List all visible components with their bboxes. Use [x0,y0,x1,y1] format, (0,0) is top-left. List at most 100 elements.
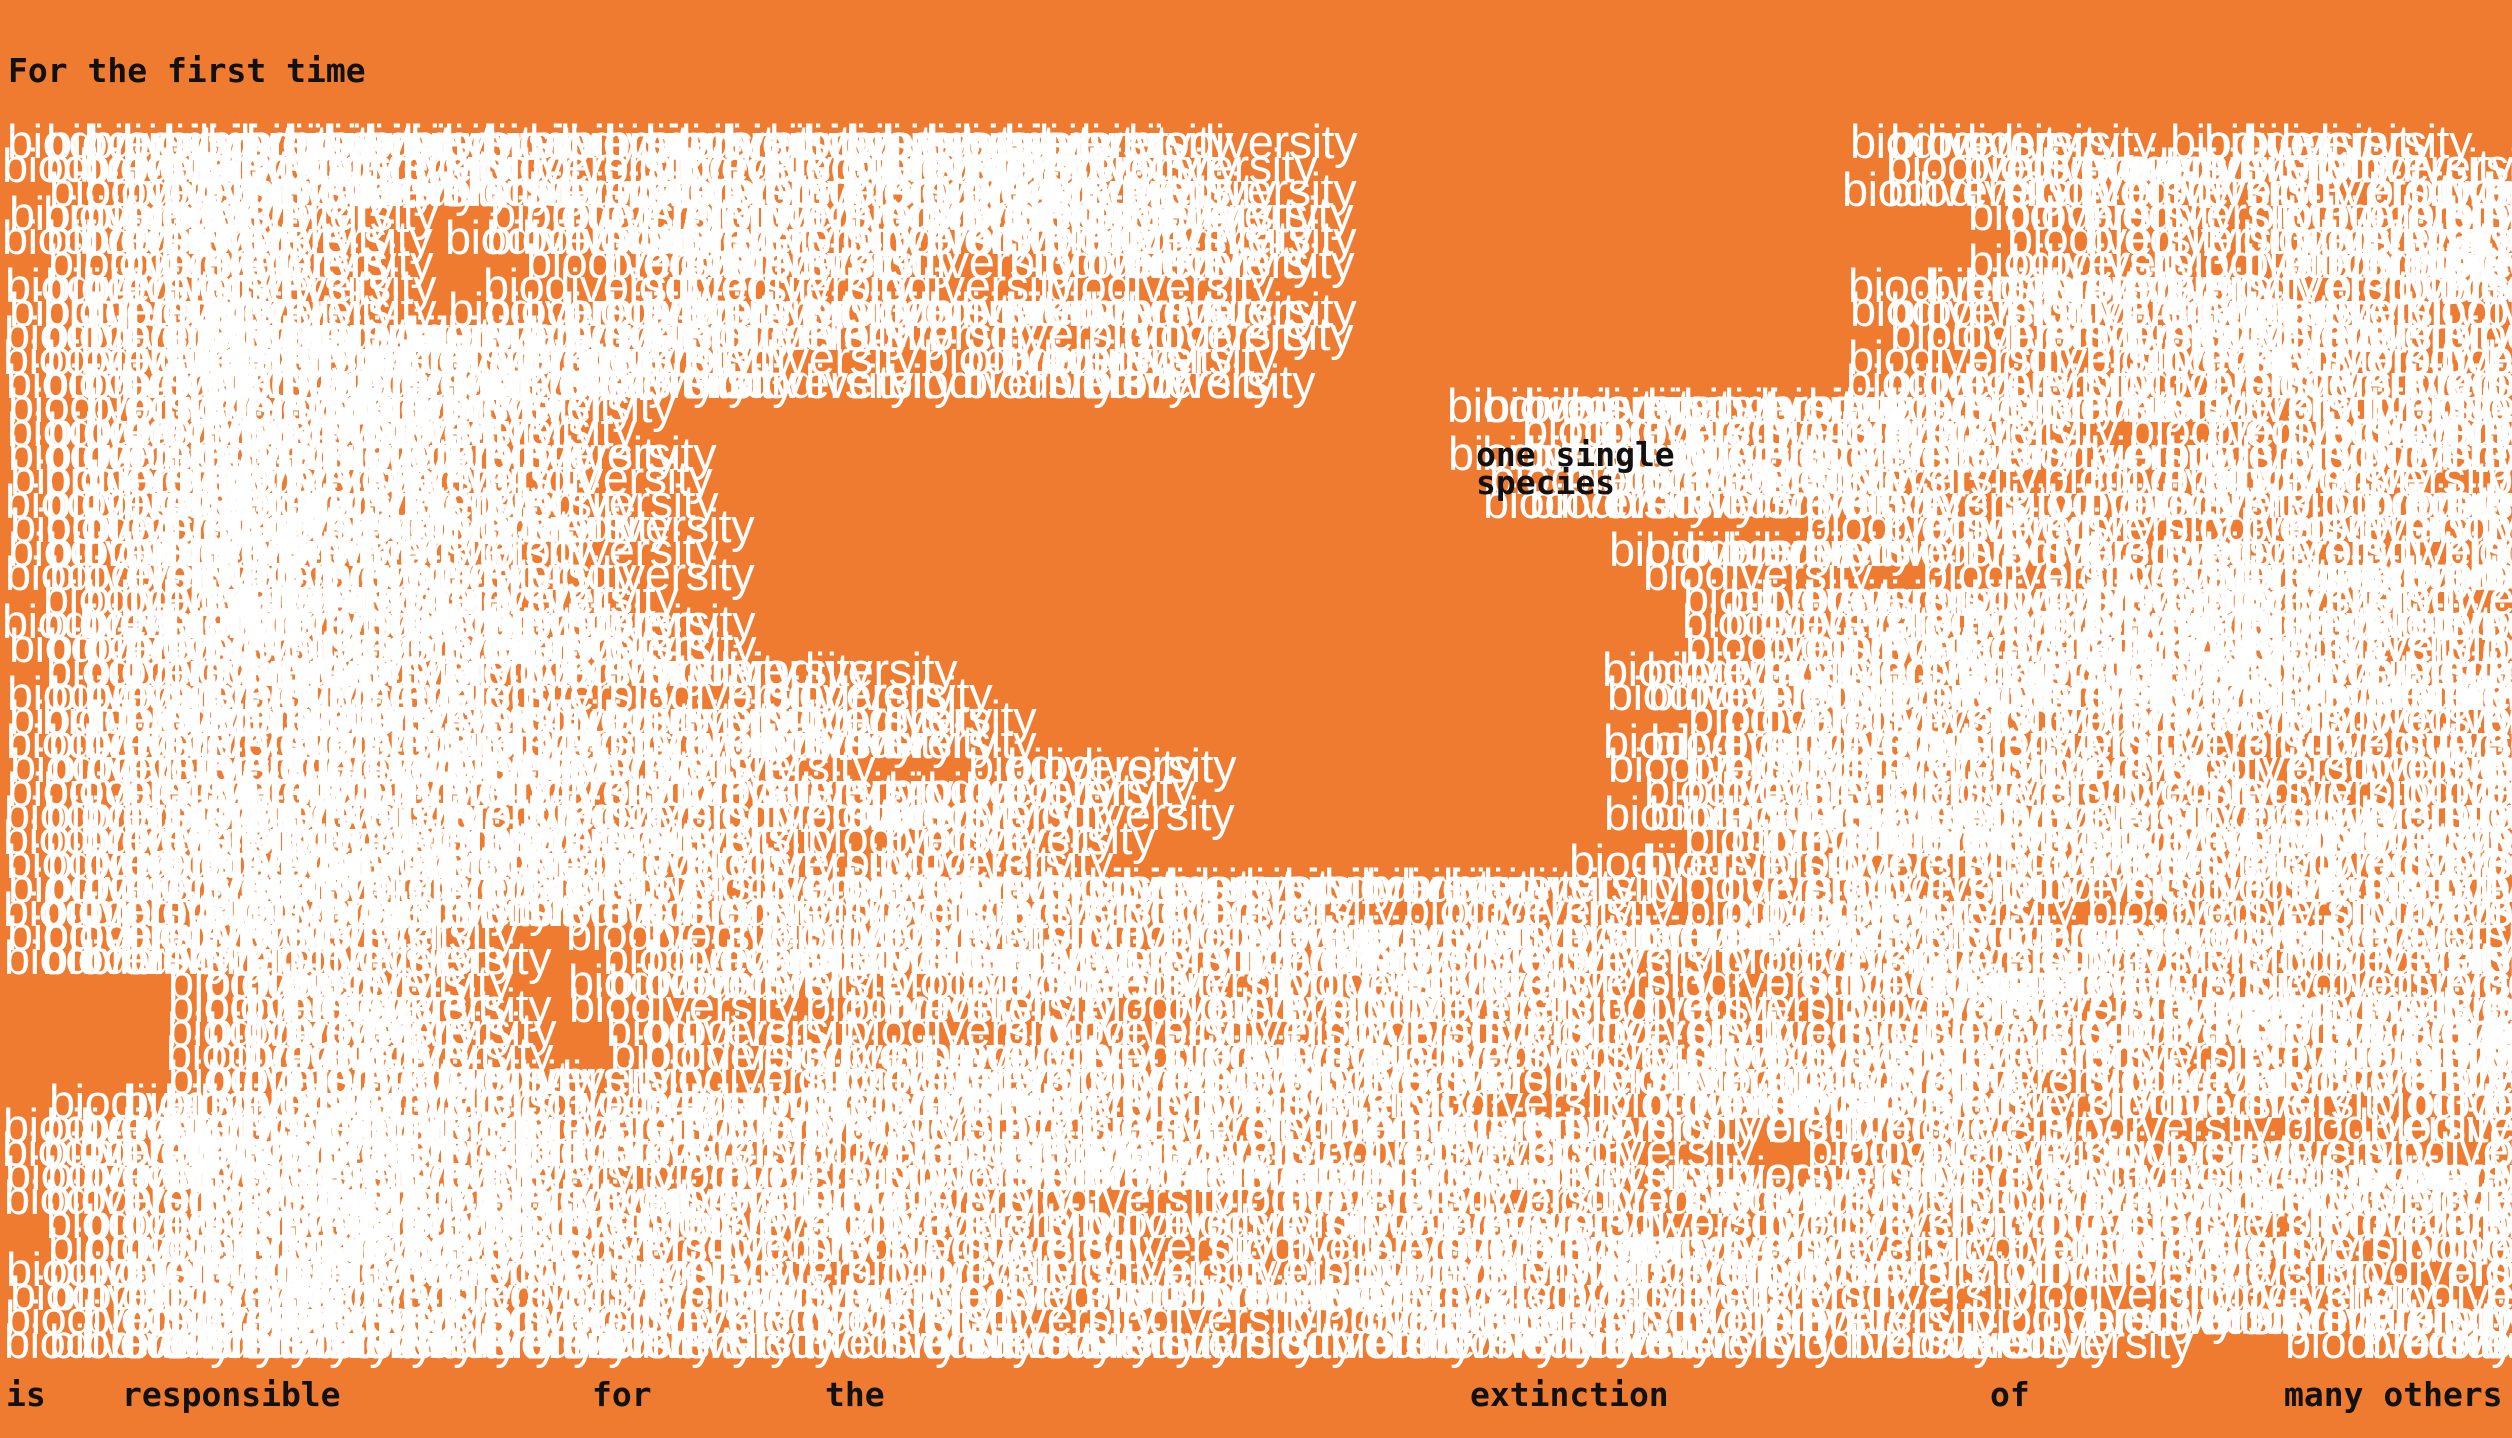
footer-word-is: is [6,1375,46,1414]
biodiversity-word: biodiversity [687,235,917,288]
biodiversity-word: biodiversity [1929,259,2159,312]
biodiversity-word: biodiversity [808,307,1038,360]
biodiversity-word: biodiversity [2483,163,2512,216]
biodiversity-word: biodiversity [769,139,999,192]
biodiversity-word: biodiversity [603,259,833,312]
biodiversity-word: biodiversity [443,163,673,216]
biodiversity-word: biodiversity [46,331,276,384]
biodiversity-word: biodiversity [604,115,834,168]
biodiversity-word: biodiversity [122,115,352,168]
biodiversity-word: biodiversity [2243,235,2473,288]
biodiversity-word: biodiversity [1004,115,1234,168]
biodiversity-word: biodiversity [2284,139,2512,192]
biodiversity-word: biodiversity [683,307,913,360]
biodiversity-word: biodiversity [88,115,318,168]
biodiversity-word: biodiversity [1007,283,1237,336]
biodiversity-word: biodiversity [2129,307,2359,360]
biodiversity-word: biodiversity [283,139,513,192]
biodiversity-word: biodiversity [730,163,960,216]
biodiversity-word: biodiversity [126,283,356,336]
biodiversity-word: biodiversity [2082,139,2312,192]
biodiversity-word: biodiversity [448,283,678,336]
biodiversity-word: biodiversity [2445,307,2512,360]
biodiversity-word: biodiversity [2249,283,2479,336]
biodiversity-word: biodiversity [848,211,1078,264]
biodiversity-word: biodiversity [203,307,433,360]
biodiversity-word: biodiversity [46,211,276,264]
biodiversity-word: biodiversity [45,259,275,312]
biodiversity-word: biodiversity [2408,235,2512,288]
biodiversity-word: biodiversity [805,139,1035,192]
biodiversity-word: biodiversity [285,307,515,360]
biodiversity-word: biodiversity [2169,283,2399,336]
biodiversity-word: biodiversity [1127,211,1357,264]
biodiversity-word: biodiversity [526,235,756,288]
biodiversity-word: biodiversity [327,139,557,192]
biodiversity-word: biodiversity [89,331,319,384]
biodiversity-word: biodiversity [1043,211,1273,264]
biodiversity-word: biodiversity [686,211,916,264]
biodiversity-word: biodiversity [364,163,594,216]
biodiversity-word: biodiversity [9,283,239,336]
biodiversity-word: biodiversity [928,211,1158,264]
biodiversity-word: biodiversity [2007,211,2237,264]
biodiversity-word: biodiversity [167,283,397,336]
biodiversity-word: biodiversity [1127,163,1357,216]
biodiversity-word: biodiversity [2043,283,2273,336]
biodiversity-word: biodiversity [805,283,1035,336]
biodiversity-word: biodiversity [569,115,799,168]
biodiversity-word: biodiversity [246,115,476,168]
footer-word-the: the [825,1375,885,1414]
biodiversity-word: biodiversity [845,259,1075,312]
biodiversity-word: biodiversity [2283,235,2512,288]
biodiversity-word: biodiversity [885,163,1115,216]
biodiversity-word: biodiversity [1850,115,2080,168]
biodiversity-word: biodiversity [1890,283,2120,336]
biodiversity-word: biodiversity [163,163,393,216]
biodiversity-word: biodiversity [166,139,396,192]
biodiversity-word: biodiversity [2325,139,2512,192]
biodiversity-word: biodiversity [2005,283,2235,336]
biodiversity-word: biodiversity [529,307,759,360]
biodiversity-word: biodiversity [847,163,1077,216]
biodiversity-word: biodiversity [647,163,877,216]
biodiversity-word: biodiversity [2050,259,2280,312]
biodiversity-word: biodiversity [283,163,513,216]
biodiversity-word: biodiversity [123,331,353,384]
biodiversity-word: biodiversity [287,115,517,168]
biodiversity-word: biodiversity [2447,235,2512,288]
biodiversity-word: biodiversity [689,283,919,336]
biodiversity-word: biodiversity [483,139,713,192]
biodiversity-word: biodiversity [962,115,1192,168]
biodiversity-word: biodiversity [1043,187,1273,240]
biodiversity-word: biodiversity [926,163,1156,216]
biodiversity-word: biodiversity [2409,163,2512,216]
biodiversity-word: biodiversity [1089,187,1319,240]
biodiversity-word: biodiversity [43,307,273,360]
biodiversity-word: biodiversity [2367,235,2512,288]
biodiversity-word: biodiversity [927,187,1157,240]
biodiversity-word: biodiversity [2088,211,2318,264]
biodiversity-word: biodiversity [367,115,597,168]
biodiversity-word: biodiversity [1087,307,1317,360]
biodiversity-word: biodiversity [1044,283,1274,336]
biodiversity-word: biodiversity [723,307,953,360]
biodiversity-word: biodiversity [1926,307,2156,360]
biodiversity-word: biodiversity [326,163,556,216]
biodiversity-word: biodiversity [2326,259,2512,312]
biodiversity-word: biodiversity [243,139,473,192]
biodiversity-word: biodiversity [2203,259,2433,312]
biodiversity-word: biodiversity [2170,115,2400,168]
biodiversity-word: biodiversity [486,307,716,360]
biodiversity-word: biodiversity [126,211,356,264]
biodiversity-word: biodiversity [645,283,875,336]
biodiversity-word: biodiversity [2008,307,2238,360]
biodiversity-word: biodiversity [483,259,713,312]
biodiversity-word: biodiversity [45,139,275,192]
biodiversity-word: biodiversity [2165,139,2395,192]
biodiversity-word: biodiversity [2088,259,2318,312]
biodiversity-word: biodiversity [1886,139,2116,192]
biodiversity-word: biodiversity [485,163,715,216]
biodiversity-word: biodiversity [2324,187,2512,240]
